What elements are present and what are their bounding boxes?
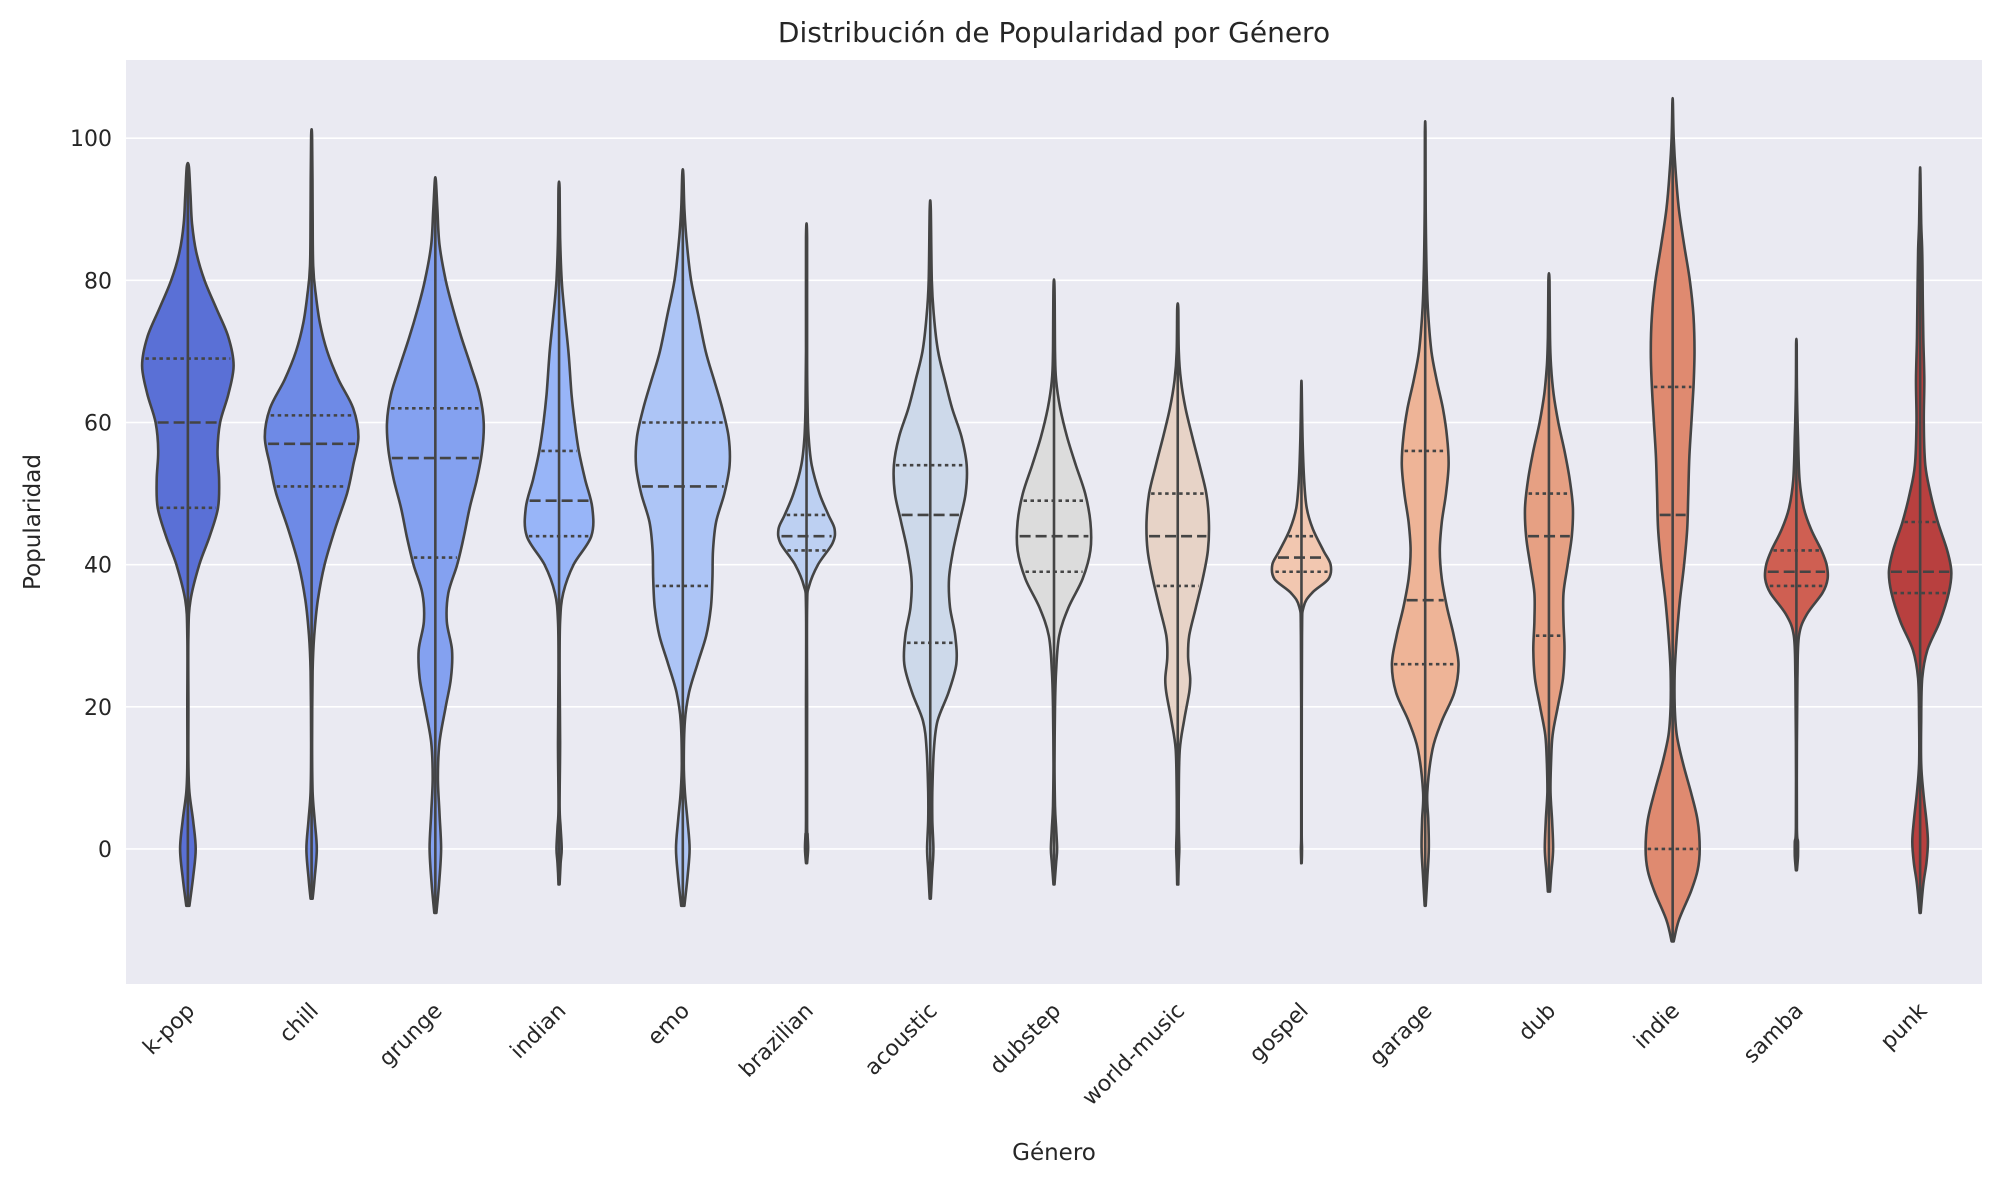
violin-dubstep: [1015, 278, 1093, 886]
x-tick-label: world-music: [1078, 999, 1190, 1111]
x-tick-label: indian: [506, 999, 571, 1064]
chart-title: Distribución de Popularidad por Género: [778, 16, 1330, 49]
violin-chill: [263, 127, 360, 900]
violin-punk: [1887, 166, 1953, 915]
x-tick-label: dub: [1514, 999, 1561, 1046]
x-tick-label: dubstep: [985, 999, 1066, 1080]
y-axis-label: Popularidad: [20, 454, 46, 590]
violin-indian: [523, 180, 595, 886]
y-tick-label: 20: [84, 696, 112, 721]
violin-grunge: [385, 175, 486, 915]
violin-acoustic: [892, 199, 969, 900]
violin-dub: [1523, 271, 1575, 893]
violin-indie: [1644, 96, 1701, 943]
x-tick-label: garage: [1365, 999, 1437, 1071]
y-tick-label: 80: [84, 269, 112, 294]
x-tick-label: emo: [643, 999, 695, 1051]
x-tick-label: brazilian: [735, 999, 819, 1083]
y-tick-label: 0: [98, 838, 112, 863]
violin-garage: [1390, 119, 1460, 908]
violin-brazilian: [776, 222, 837, 865]
x-tick-label: samba: [1739, 999, 1809, 1069]
violin-gospel: [1270, 379, 1333, 865]
y-tick-label: 60: [84, 411, 112, 436]
x-tick-label: indie: [1629, 999, 1685, 1055]
x-tick-label: gospel: [1245, 999, 1314, 1068]
violin-emo: [634, 167, 732, 908]
x-tick-label: acoustic: [860, 999, 942, 1081]
x-tick-label: punk: [1876, 998, 1932, 1054]
x-tick-label: chill: [275, 999, 324, 1048]
violin-samba: [1763, 337, 1830, 872]
x-axis-label: Género: [1012, 1140, 1096, 1166]
x-tick-label: grunge: [374, 999, 447, 1072]
violin-world-music: [1145, 302, 1211, 886]
y-tick-label: 40: [84, 554, 112, 579]
violin-layer: [140, 96, 1953, 943]
y-tick-label: 100: [70, 127, 112, 152]
x-tick-label: k-pop: [139, 999, 201, 1061]
violin-k-pop: [140, 161, 235, 908]
